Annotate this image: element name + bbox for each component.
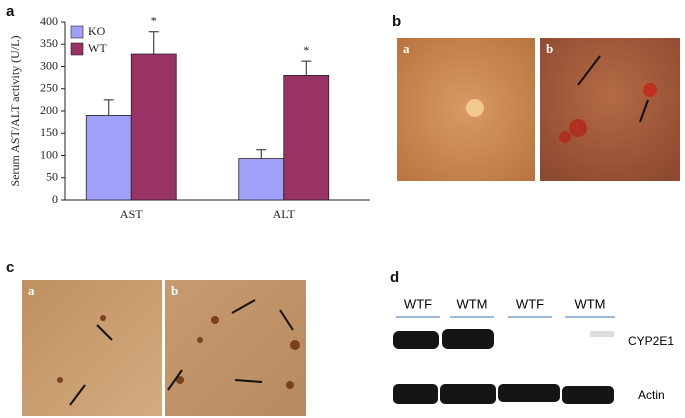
bar (238, 158, 285, 201)
x-tick-label: AST (120, 207, 143, 221)
micrograph-label: b (171, 283, 178, 298)
panel-label: b (392, 13, 401, 30)
legend-label: WT (88, 41, 107, 55)
micrograph-label: a (28, 283, 35, 298)
arrow (96, 324, 113, 341)
lane-label: WTM (574, 296, 605, 311)
stain (197, 337, 203, 343)
lesion (559, 131, 571, 143)
error-bar (301, 60, 312, 76)
y-tick-label: 200 (40, 103, 58, 117)
x-tick-label: ALT (273, 207, 296, 221)
stain (100, 315, 106, 321)
y-tick-label: 50 (46, 170, 58, 184)
y-tick-label: 300 (40, 58, 58, 72)
arrow (234, 379, 263, 383)
bar (85, 115, 132, 201)
y-tick-label: 350 (40, 36, 58, 50)
legend-label: KO (88, 24, 106, 38)
faint-band (590, 331, 614, 337)
bar (130, 53, 177, 201)
vessel (466, 99, 484, 117)
lane-label: WTM (456, 296, 487, 311)
error-bar (148, 31, 159, 55)
y-tick-label: 400 (40, 14, 58, 28)
micrograph-label: a (403, 41, 410, 56)
lane-label: WTF (516, 296, 544, 311)
significance: * (151, 14, 157, 28)
band-label: CYP2E1 (628, 334, 674, 348)
significance: * (303, 43, 309, 57)
lesion (643, 83, 657, 97)
legend-swatch (70, 25, 84, 39)
lesion (569, 119, 587, 137)
arrow (167, 369, 183, 391)
lane-label: WTF (404, 296, 432, 311)
stain (286, 381, 294, 389)
micrograph (165, 280, 306, 416)
stain (176, 376, 184, 384)
stain (57, 377, 63, 383)
band-label: Actin (638, 388, 665, 402)
y-tick-label: 0 (52, 192, 58, 206)
micrograph (540, 38, 680, 181)
arrow (577, 55, 601, 86)
y-tick-label: 150 (40, 125, 58, 139)
panel-label: d (390, 269, 399, 286)
stain (211, 316, 219, 324)
panel-label: a (6, 3, 15, 20)
bar-chart: 0 50 100 150 200 250 300 350 400 AST * ALT * KO WT (40, 14, 370, 221)
actin-bands (393, 384, 614, 404)
arrow (69, 384, 86, 406)
micrograph-label: b (546, 41, 553, 56)
bar (283, 75, 330, 201)
y-axis-label: Serum AST/ALT activity (U/L) (8, 36, 22, 187)
legend-swatch (70, 42, 84, 56)
stain (290, 340, 300, 350)
cyp2e1-bands (393, 329, 494, 349)
micrograph (397, 38, 535, 181)
arrow (639, 99, 649, 123)
panel-label: c (6, 259, 14, 276)
micrograph (22, 280, 162, 416)
arrow (231, 299, 256, 314)
error-bar (256, 149, 267, 159)
y-tick-label: 250 (40, 81, 58, 95)
error-bar (103, 99, 114, 116)
y-tick-label: 100 (40, 147, 58, 161)
arrow (279, 309, 294, 331)
